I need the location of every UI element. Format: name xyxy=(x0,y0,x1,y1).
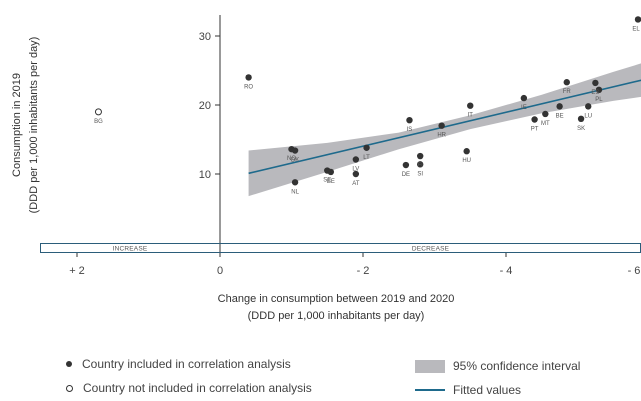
point-label-lu: LU xyxy=(584,113,592,119)
point-label-mt: MT xyxy=(541,121,550,127)
point-label-si: SI xyxy=(417,171,423,177)
x-axis-title: Change in consumption between 2019 and 2… xyxy=(218,293,455,322)
data-point-lv xyxy=(352,156,360,163)
data-point-el xyxy=(634,16,641,23)
decrease-band-label: DECREASE xyxy=(412,246,450,253)
y-tick-label: 10 xyxy=(199,169,211,181)
data-point-nl xyxy=(291,179,299,186)
point-label-sk: SK xyxy=(577,126,585,132)
legend-item-not-included: Country not included in correlation anal… xyxy=(66,381,312,395)
point-label-pl: PL xyxy=(595,97,603,103)
y-tick-label: 30 xyxy=(199,31,211,43)
legend-label-fitted: Fitted values xyxy=(453,383,522,397)
point-label-no: NO xyxy=(287,156,296,162)
data-point-it xyxy=(467,102,474,109)
point-label-de: DE xyxy=(402,172,410,178)
x-axis-label: Change in consumption between 2019 and 2… xyxy=(218,293,455,305)
point-label-dk: DK xyxy=(291,158,299,164)
point-label-se: SE xyxy=(323,178,331,184)
y-axis-title: Consumption in 2019 (DDD per 1,000 inhab… xyxy=(11,37,40,214)
data-point-pl xyxy=(595,86,603,94)
data-point-dk xyxy=(291,147,299,154)
legend-item-fitted: Fitted values xyxy=(415,383,521,397)
open-dot-icon xyxy=(66,384,73,392)
point-label-es: ES xyxy=(591,90,599,96)
axes-layer: INCREASE DECREASE + 2 0 - 2 - 4 - 6 10 20 30 xyxy=(40,15,641,277)
point-label-at: AT xyxy=(352,181,360,187)
legend-label-ci: 95% confidence interval xyxy=(453,359,581,373)
point-label-pt: PT xyxy=(531,126,539,132)
point-label-ee: EE xyxy=(327,179,335,185)
legend-item-included: Country included in correlation analysis xyxy=(66,357,291,371)
point-label-el: EL xyxy=(632,26,640,32)
fitted-line-swatch-icon xyxy=(415,389,445,391)
data-point-at xyxy=(352,170,360,178)
x-tick-label: + 2 xyxy=(69,265,85,277)
data-point-lt xyxy=(363,144,370,151)
data-point-fi xyxy=(417,152,424,160)
x-tick-label: - 4 xyxy=(500,265,513,277)
legend-label-not-included: Country not included in correlation anal… xyxy=(83,381,312,395)
point-label-hu: HU xyxy=(462,158,471,164)
x-tick-label: - 6 xyxy=(628,265,641,277)
data-point-fr xyxy=(563,79,570,86)
x-tick-label: - 2 xyxy=(357,265,370,277)
confidence-interval-band xyxy=(248,63,641,197)
point-label-ro: RO xyxy=(244,84,253,90)
y-tick-label: 20 xyxy=(199,100,211,112)
point-label-hr: HR xyxy=(437,133,446,139)
fitted-line xyxy=(248,79,641,175)
point-label-fi: FI xyxy=(418,163,424,169)
y-axis-unit-label: (DDD per 1,000 inhabitants per day) xyxy=(28,37,40,214)
data-point-is xyxy=(406,116,413,124)
y-axis-label: Consumption in 2019 xyxy=(11,73,23,177)
point-label-is: IS xyxy=(407,127,413,133)
data-point-de xyxy=(402,161,410,169)
legend-item-ci: 95% confidence interval xyxy=(415,359,580,373)
data-point-be xyxy=(556,103,563,110)
points-layer xyxy=(94,16,641,186)
increase-band-label: INCREASE xyxy=(113,246,148,253)
point-label-lt: LT xyxy=(363,155,370,161)
data-point-hr xyxy=(438,122,445,129)
data-point-si xyxy=(417,161,424,168)
data-point-ie xyxy=(520,94,528,102)
point-label-bg: BG xyxy=(94,119,103,125)
data-point-pt xyxy=(531,116,538,123)
point-label-be: BE xyxy=(556,113,564,119)
data-point-ro xyxy=(245,74,252,81)
point-label-lv: LV xyxy=(352,167,359,173)
x-tick-label: 0 xyxy=(217,265,223,277)
data-point-mt xyxy=(542,110,549,118)
fitted-line-layer xyxy=(248,79,641,175)
filled-dot-icon xyxy=(66,361,72,367)
data-point-bg xyxy=(94,108,102,116)
data-point-hu xyxy=(463,148,470,155)
data-point-ee xyxy=(327,168,335,176)
point-label-nl: NL xyxy=(291,189,299,195)
point-label-it: IT xyxy=(468,113,474,119)
x-axis-unit-label: (DDD per 1,000 inhabitants per day) xyxy=(248,310,425,322)
data-point-es xyxy=(592,79,599,87)
legend-label-included: Country included in correlation analysis xyxy=(82,357,291,371)
ci-swatch-icon xyxy=(415,359,445,373)
point-label-fr: FR xyxy=(563,89,572,95)
data-point-sk xyxy=(577,115,585,123)
data-point-lu xyxy=(585,103,592,110)
confidence-band-layer xyxy=(248,63,641,197)
point-label-ie: IE xyxy=(521,105,527,111)
